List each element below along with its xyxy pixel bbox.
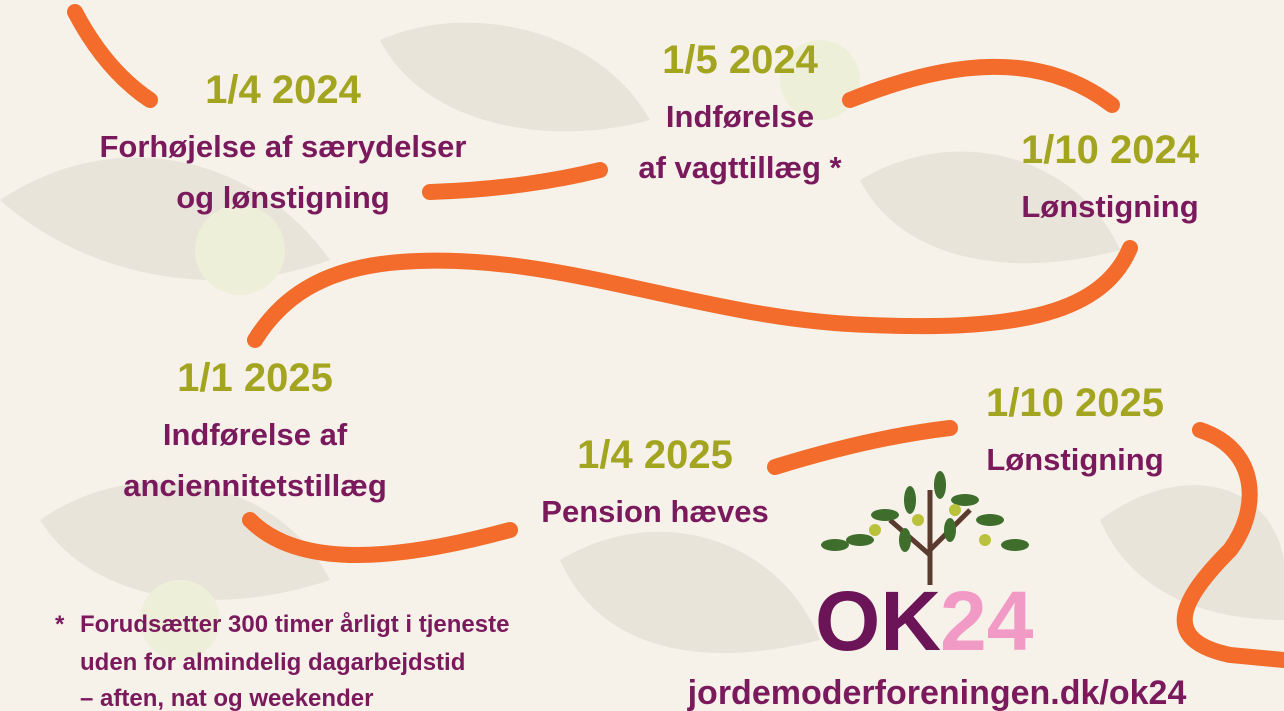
event-date: 1/1 2025 [177, 356, 333, 400]
ribbon [430, 170, 600, 192]
ribbon [75, 12, 150, 100]
logo: OK 24 [815, 471, 1034, 668]
logo-letters: OK [815, 574, 941, 668]
footnote: * Forudsætter 300 timer årligt i tjenest… [55, 611, 509, 711]
infographic: 1/4 2024 Forhøjelse af særydelser og lønst… [0, 0, 1284, 711]
ribbon [850, 67, 1112, 105]
event-text: Lønstigning [1021, 189, 1198, 224]
footnote-line: – aften, nat og weekender [80, 685, 373, 711]
event-date: 1/4 2025 [577, 433, 733, 477]
event-text: Pension hæves [541, 494, 768, 529]
event-date: 1/10 2025 [986, 381, 1164, 425]
event-date: 1/10 2024 [1021, 128, 1200, 172]
event-text: anciennitetstillæg [123, 468, 387, 503]
event-date: 1/5 2024 [662, 38, 818, 82]
logo-number: 24 [940, 574, 1034, 668]
footnote-marker: * [55, 611, 65, 638]
event-text: Indførelse af [163, 417, 348, 452]
footnote-line: uden for almindelig dagarbejdstid [80, 649, 465, 676]
event-text: Lønstigning [986, 442, 1163, 477]
ribbon [250, 520, 510, 555]
event-date: 1/4 2024 [205, 68, 361, 112]
background-leaves [0, 23, 1284, 660]
event-text: Indførelse [666, 99, 814, 134]
website-url: jordemoderforeningen.dk/ok24 [687, 674, 1187, 711]
ribbon [775, 428, 950, 467]
page: { "events": [ {"date": "1/4 2024", "line… [0, 0, 1284, 711]
event-text: Forhøjelse af særydelser [100, 129, 467, 164]
event-text: og lønstigning [176, 180, 390, 215]
event-text: af vagttillæg * [638, 150, 842, 185]
footnote-line: Forudsætter 300 timer årligt i tjeneste [80, 611, 509, 638]
tree-icon [821, 471, 1029, 585]
